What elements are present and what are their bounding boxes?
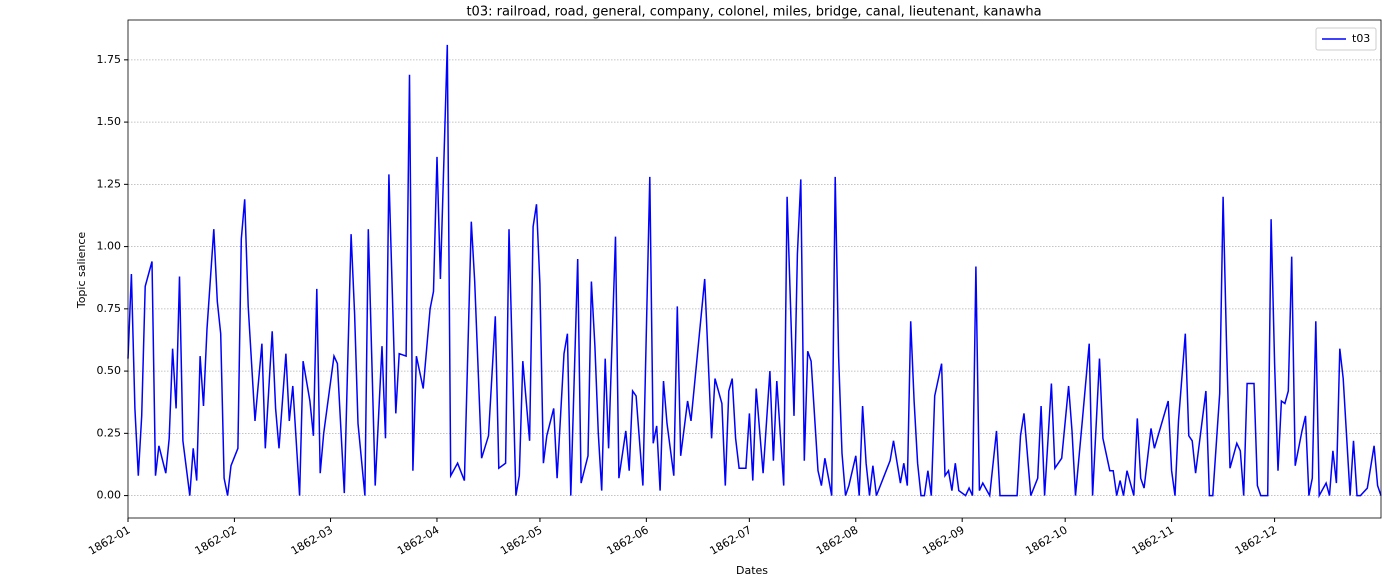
data-line — [127, 44, 1382, 499]
y-tick-label: 1.25 — [97, 177, 122, 190]
x-tick-label: 1862-12 — [1233, 523, 1279, 557]
x-tick-label: 1862-11 — [1130, 523, 1176, 557]
y-tick-label: 1.00 — [97, 240, 122, 253]
y-tick-label: 0.00 — [97, 489, 122, 502]
chart-title: t03: railroad, road, general, company, c… — [466, 5, 1041, 20]
x-axis-label: Dates — [736, 564, 768, 577]
x-tick-label: 1862-10 — [1023, 523, 1069, 557]
plot-frame — [127, 19, 1382, 519]
x-tick-label: 1862-03 — [289, 523, 335, 557]
x-tick-label: 1862-07 — [708, 523, 754, 557]
legend-label: t03 — [1352, 32, 1370, 45]
y-tick-label: 1.50 — [97, 115, 122, 128]
y-tick-label: 0.75 — [97, 302, 122, 315]
y-tick-label: 0.50 — [97, 364, 122, 377]
y-tick-label: 0.25 — [97, 426, 122, 439]
x-tick-label: 1862-08 — [814, 523, 860, 557]
y-axis-label: Topic salience — [75, 232, 88, 310]
x-tick-label: 1862-04 — [395, 523, 441, 557]
x-tick-label: 1862-05 — [498, 523, 544, 557]
x-tick-label: 1862-01 — [86, 523, 132, 557]
x-tick-label: 1862-02 — [193, 523, 239, 557]
x-tick-label: 1862-09 — [920, 523, 966, 557]
x-tick-label: 1862-06 — [605, 523, 651, 557]
y-tick-label: 1.75 — [97, 53, 122, 66]
